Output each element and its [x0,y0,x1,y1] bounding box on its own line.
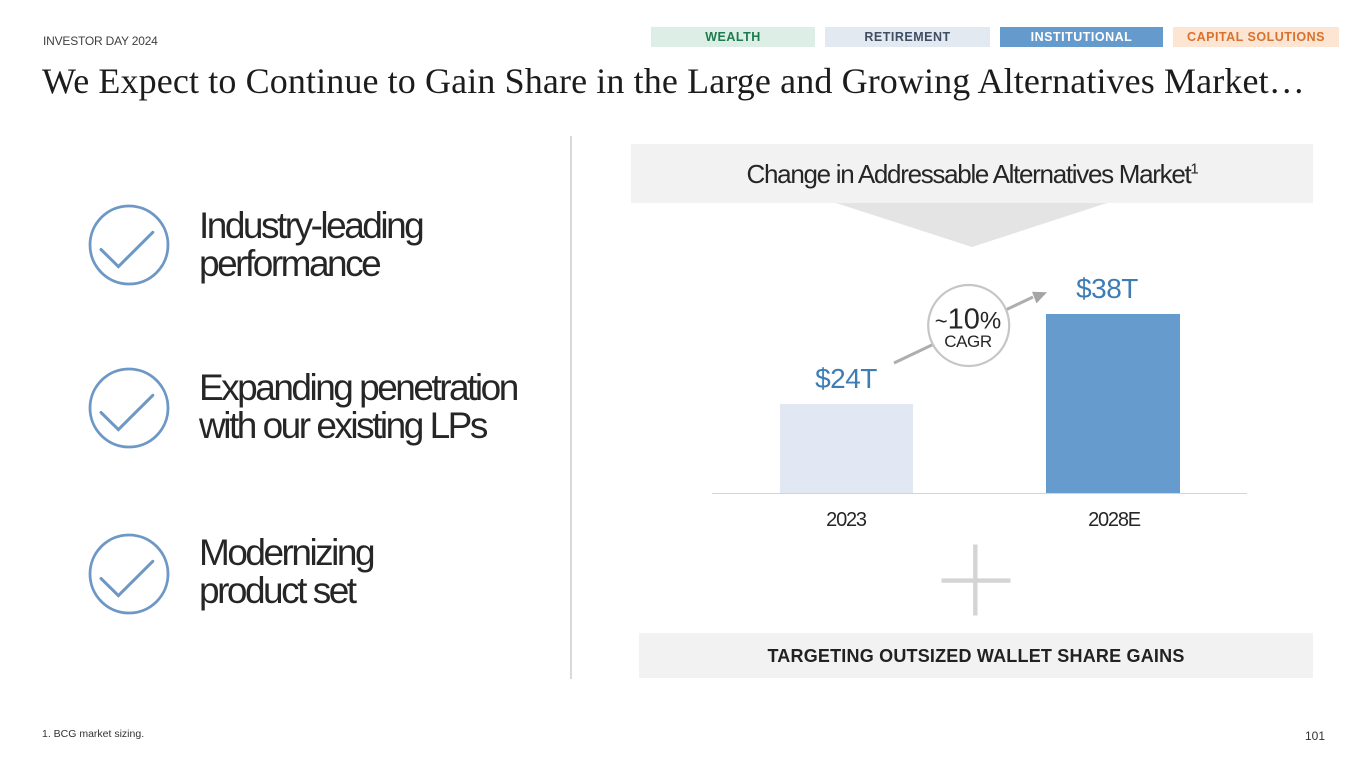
svg-text:~10%: ~10% [935,303,1001,335]
svg-text:CAGR: CAGR [944,332,992,351]
